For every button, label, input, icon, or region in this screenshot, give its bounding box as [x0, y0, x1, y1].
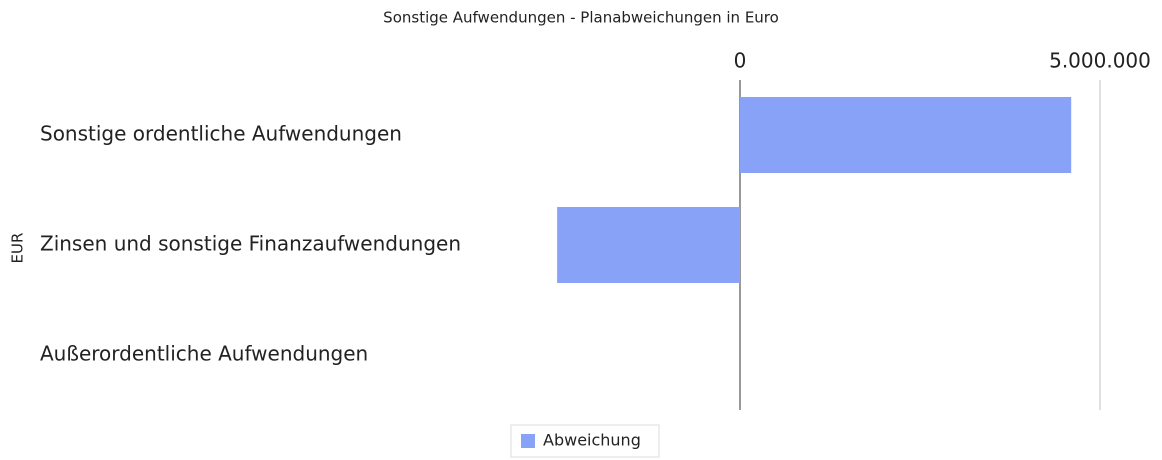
legend-swatch [521, 434, 535, 448]
y-axis-label: EUR [9, 233, 27, 264]
legend-box [510, 424, 660, 458]
bar [740, 97, 1072, 173]
bar [557, 207, 740, 283]
y-tick-label: Außerordentliche Aufwendungen [40, 342, 368, 366]
legend-label: Abweichung [543, 431, 641, 450]
x-tick-label: 0 [734, 49, 747, 73]
x-tick-label: 5.000.000 [1049, 49, 1151, 73]
chart-title: Sonstige Aufwendungen - Planabweichungen… [383, 9, 779, 27]
y-tick-label: Zinsen und sonstige Finanzaufwendungen [40, 232, 461, 256]
y-tick-label: Sonstige ordentliche Aufwendungen [40, 122, 402, 146]
